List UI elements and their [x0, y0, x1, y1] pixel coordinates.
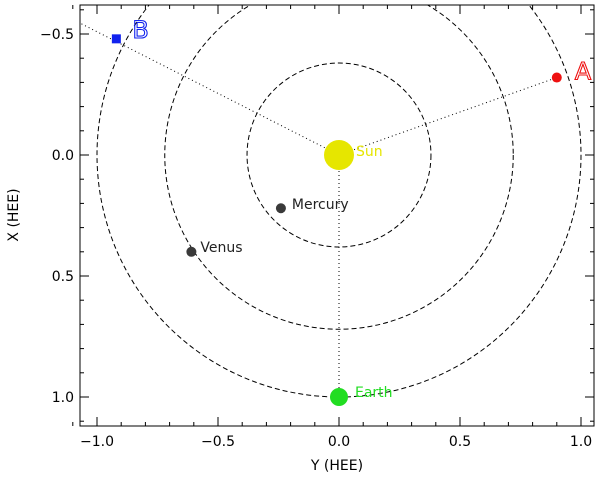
- x-tick-label: 0.0: [328, 434, 350, 450]
- x-tick-label: −1.0: [80, 434, 114, 450]
- x-tick-label: −0.5: [201, 434, 235, 450]
- sun-label: Sun: [356, 144, 383, 160]
- venus-marker: [186, 246, 197, 257]
- plot-frame: [79, 4, 595, 427]
- sun-to-b-line: [80, 22, 340, 156]
- y-tick-label: −0.5: [40, 27, 74, 43]
- mercury-orbit: [246, 62, 432, 248]
- stereo-a-marker: [551, 72, 562, 83]
- earth-marker: [330, 388, 348, 406]
- sun-to-a-line: [338, 77, 557, 156]
- venus-orbit: [164, 5, 514, 330]
- y-axis-label: X (HEE): [6, 188, 22, 241]
- x-axis-label: Y (HEE): [310, 458, 363, 474]
- y-tick-label: 1.0: [52, 390, 74, 406]
- x-tick-label: 1.0: [570, 434, 592, 450]
- stereo-a-label: A: [575, 58, 592, 86]
- x-tick-label: 0.5: [449, 434, 471, 450]
- mercury-marker: [275, 203, 286, 214]
- y-tick-label: 0.5: [52, 269, 74, 285]
- stereo-b-label: B: [132, 16, 148, 44]
- earth-label: Earth: [355, 385, 393, 401]
- venus-label: Venus: [200, 240, 242, 256]
- sun-marker: [324, 140, 354, 170]
- mercury-label: Mercury: [292, 197, 349, 213]
- stereo-b-marker: [111, 34, 121, 44]
- y-tick-label: 0.0: [52, 148, 74, 164]
